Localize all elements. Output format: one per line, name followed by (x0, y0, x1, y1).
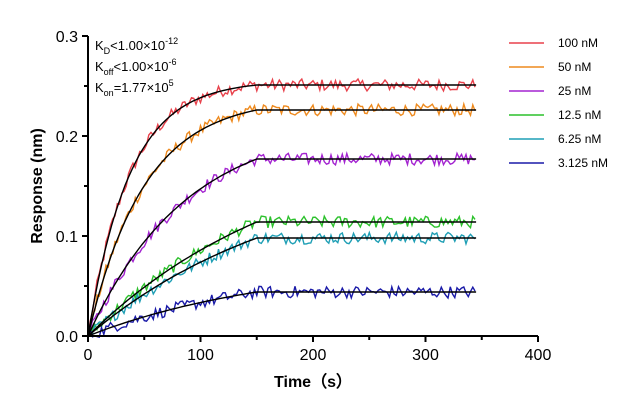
series-5 (87, 284, 476, 339)
series-line (87, 284, 476, 339)
x-axis-title: Time（s） (274, 373, 352, 391)
x-tick-label: 100 (187, 347, 214, 364)
y-axis-title: Response (nm) (29, 128, 46, 244)
fit-curve-5 (87, 291, 477, 337)
x-tick-label: 0 (84, 347, 93, 364)
x-tick-label: 400 (525, 347, 552, 364)
legend-item: 50 nM (509, 60, 591, 74)
y-tick-label: 0.2 (56, 129, 78, 146)
fit-curve-1 (87, 109, 477, 337)
legend-item: 100 nM (509, 36, 598, 50)
legend-label: 6.25 nM (558, 132, 601, 146)
legend: 100 nM 50 nM 25 nM 12.5 nM 6.25 nM 3.125 nM (509, 36, 608, 170)
plot-area (87, 77, 477, 339)
legend-label: 3.125 nM (558, 156, 608, 170)
legend-item: 12.5 nM (509, 108, 601, 122)
fit-curve-4 (87, 237, 477, 337)
legend-label: 25 nM (558, 84, 591, 98)
series-line (87, 150, 476, 337)
annotations: KD<1.00×10-12 Koff<1.00×10-6 Kon=1.77×10… (95, 36, 178, 98)
y-tick-label: 0.3 (56, 29, 78, 46)
series-line (87, 214, 476, 337)
koff-annotation: Koff<1.00×10-6 (95, 57, 176, 77)
y-tick-label: 0.1 (56, 229, 78, 246)
legend-item: 25 nM (509, 84, 591, 98)
fit-curve-0 (87, 84, 477, 337)
x-tick-label: 200 (300, 347, 327, 364)
axes: 0.0 0.1 0.2 0.3 0 100 200 300 400 (56, 29, 552, 364)
legend-item: 3.125 nM (509, 156, 608, 170)
y-tick-label: 0.0 (56, 329, 78, 346)
series-3 (87, 214, 476, 337)
series-line (87, 77, 476, 337)
fit-curve-2 (87, 158, 477, 337)
kd-annotation: KD<1.00×10-12 (95, 36, 178, 56)
legend-label: 12.5 nM (558, 108, 601, 122)
legend-label: 100 nM (558, 36, 598, 50)
legend-item: 6.25 nM (509, 132, 601, 146)
series-0 (87, 77, 476, 337)
kon-annotation: Kon=1.77×105 (95, 78, 174, 98)
fit-curve-3 (87, 221, 477, 337)
x-tick-label: 300 (412, 347, 439, 364)
series-2 (87, 150, 476, 337)
legend-label: 50 nM (558, 60, 591, 74)
